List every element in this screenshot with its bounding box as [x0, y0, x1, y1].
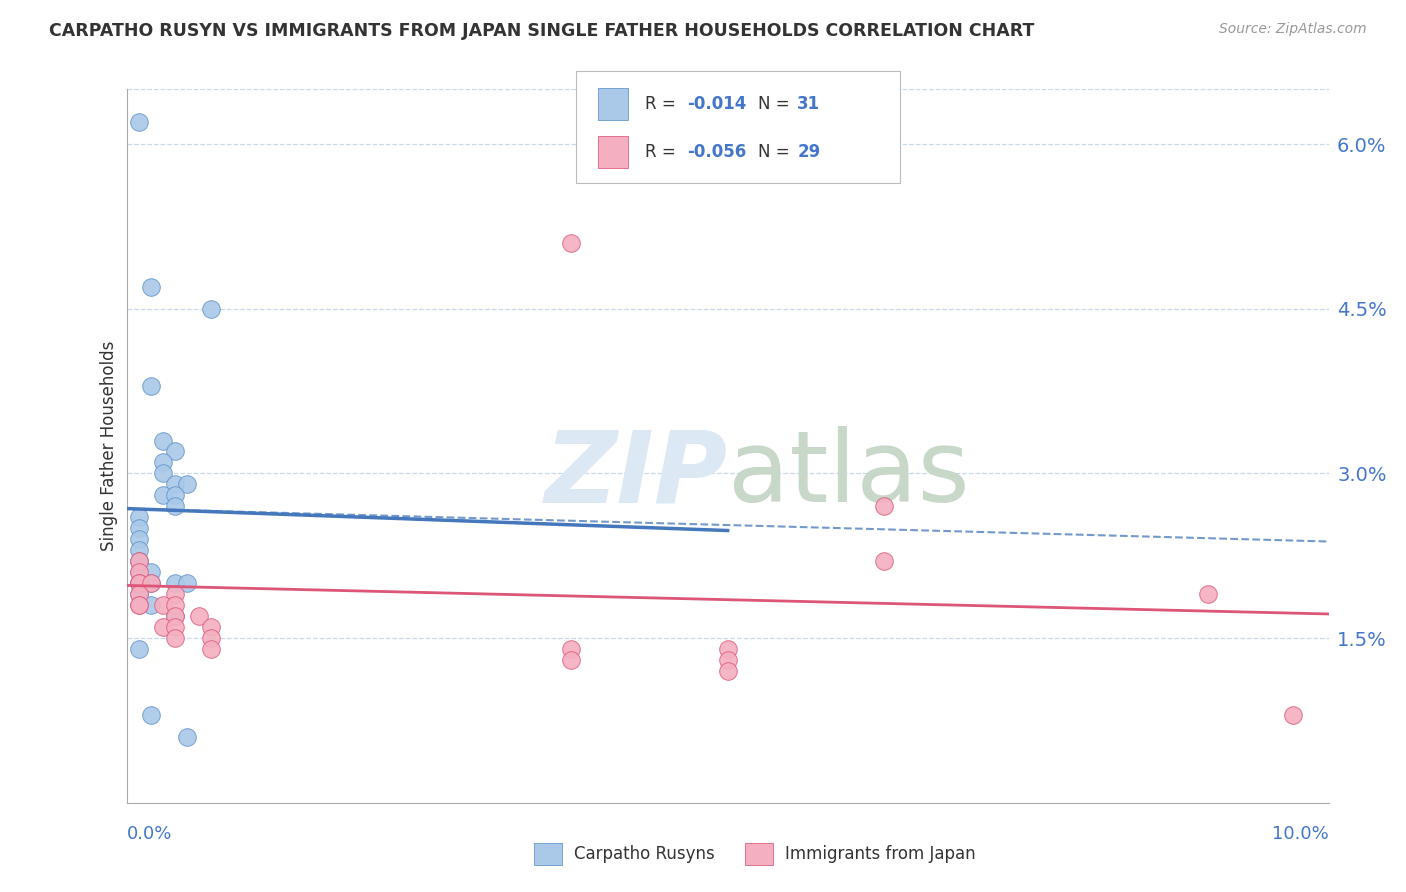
Point	[128, 521, 150, 535]
Text: Immigrants from Japan: Immigrants from Japan	[785, 845, 976, 863]
Text: 31: 31	[797, 95, 820, 113]
Point	[139, 378, 162, 392]
Point	[128, 543, 150, 558]
Point	[163, 609, 186, 624]
Point	[176, 576, 198, 591]
Point	[163, 609, 186, 624]
Point	[200, 620, 222, 634]
Point	[163, 477, 186, 491]
Point	[176, 477, 198, 491]
Point	[152, 598, 174, 612]
Point	[152, 620, 174, 634]
Point	[716, 653, 740, 667]
Point	[560, 235, 582, 250]
Point	[163, 444, 186, 458]
Text: R =: R =	[645, 95, 682, 113]
Point	[152, 434, 174, 448]
Point	[128, 115, 150, 129]
Point	[139, 576, 162, 591]
Text: atlas: atlas	[728, 426, 969, 523]
Point	[128, 576, 150, 591]
Point	[873, 554, 896, 568]
Point	[873, 500, 896, 514]
Point	[128, 566, 150, 580]
Point	[716, 664, 740, 678]
Point	[163, 631, 186, 645]
Text: N =: N =	[758, 143, 794, 161]
Point	[139, 280, 162, 294]
Point	[139, 708, 162, 723]
Point	[128, 576, 150, 591]
Point	[128, 642, 150, 657]
Point	[200, 642, 222, 657]
Point	[163, 500, 186, 514]
Point	[176, 730, 198, 744]
Point	[163, 576, 186, 591]
Point	[152, 488, 174, 502]
Point	[128, 566, 150, 580]
Text: N =: N =	[758, 95, 794, 113]
Point	[560, 642, 582, 657]
Point	[128, 533, 150, 547]
Point	[152, 467, 174, 481]
Text: 29: 29	[797, 143, 821, 161]
Point	[128, 554, 150, 568]
Point	[163, 587, 186, 601]
Point	[128, 598, 150, 612]
Text: Carpatho Rusyns: Carpatho Rusyns	[574, 845, 714, 863]
Text: 10.0%: 10.0%	[1272, 825, 1329, 843]
Point	[139, 598, 162, 612]
Point	[200, 631, 222, 645]
Point	[128, 598, 150, 612]
Text: CARPATHO RUSYN VS IMMIGRANTS FROM JAPAN SINGLE FATHER HOUSEHOLDS CORRELATION CHA: CARPATHO RUSYN VS IMMIGRANTS FROM JAPAN …	[49, 22, 1035, 40]
Text: -0.056: -0.056	[688, 143, 747, 161]
Point	[716, 642, 740, 657]
Point	[139, 566, 162, 580]
Text: ZIP: ZIP	[544, 426, 728, 523]
Point	[128, 587, 150, 601]
Point	[128, 587, 150, 601]
Point	[560, 653, 582, 667]
Text: 0.0%: 0.0%	[127, 825, 172, 843]
Point	[1197, 587, 1219, 601]
Point	[163, 598, 186, 612]
Point	[200, 301, 222, 316]
Text: -0.014: -0.014	[688, 95, 747, 113]
Y-axis label: Single Father Households: Single Father Households	[100, 341, 118, 551]
Point	[187, 609, 209, 624]
Point	[1281, 708, 1303, 723]
Text: Source: ZipAtlas.com: Source: ZipAtlas.com	[1219, 22, 1367, 37]
Point	[128, 554, 150, 568]
Point	[128, 510, 150, 524]
Text: R =: R =	[645, 143, 682, 161]
Point	[128, 554, 150, 568]
Point	[128, 576, 150, 591]
Point	[152, 455, 174, 469]
Point	[163, 488, 186, 502]
Point	[163, 620, 186, 634]
Point	[139, 576, 162, 591]
